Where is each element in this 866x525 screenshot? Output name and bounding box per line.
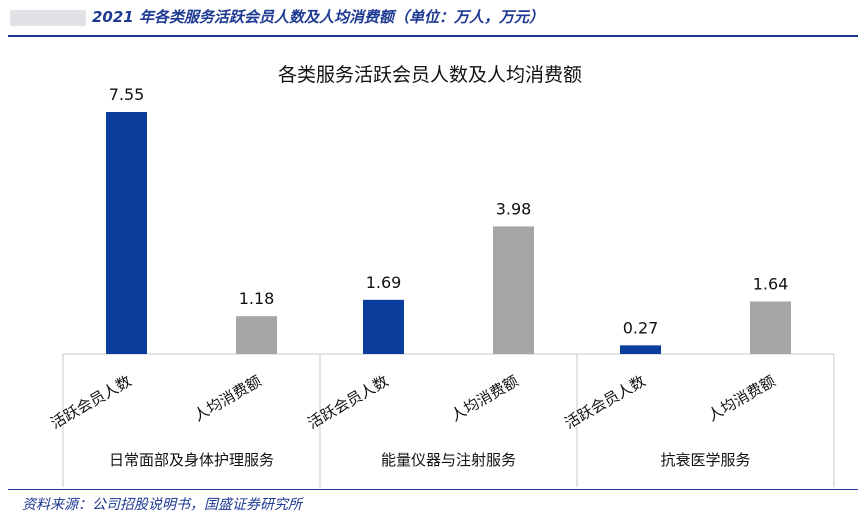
bar-members <box>620 345 661 354</box>
data-label: 1.18 <box>239 289 275 308</box>
category-tick-label: 活跃会员人数 <box>48 372 135 433</box>
data-label: 7.55 <box>109 85 145 104</box>
page-title: 2021 年各类服务活跃会员人数及人均消费额（单位：万人，万元） <box>92 8 544 26</box>
bar-members <box>363 299 404 354</box>
category-tick-label: 活跃会员人数 <box>305 372 392 433</box>
data-label: 3.98 <box>496 199 532 218</box>
header-divider <box>8 35 858 37</box>
bar-chart: 各类服务活跃会员人数及人均消费额 7.55 活跃会员人数 1.18 人均消费额日常面部及… <box>48 64 835 487</box>
bar-spend <box>236 316 277 354</box>
data-label: 1.69 <box>366 273 402 292</box>
data-label: 1.64 <box>753 274 789 293</box>
bar-spend <box>493 226 534 354</box>
header-logo-mark <box>10 10 86 26</box>
group-label: 日常面部及身体护理服务 <box>109 451 274 469</box>
source-note: 资料来源：公司招股说明书，国盛证券研究所 <box>22 497 302 513</box>
bar-members <box>106 112 147 354</box>
chart-title: 各类服务活跃会员人数及人均消费额 <box>278 64 582 86</box>
bar-spend <box>750 301 791 354</box>
data-label: 0.27 <box>623 318 659 337</box>
category-tick-label: 人均消费额 <box>191 372 265 425</box>
category-tick-label: 活跃会员人数 <box>562 372 649 433</box>
footer-divider <box>8 489 858 490</box>
category-tick-label: 人均消费额 <box>448 372 522 425</box>
group-label: 抗衰医学服务 <box>660 451 750 469</box>
group-label: 能量仪器与注射服务 <box>381 451 516 469</box>
category-tick-label: 人均消费额 <box>705 372 779 425</box>
